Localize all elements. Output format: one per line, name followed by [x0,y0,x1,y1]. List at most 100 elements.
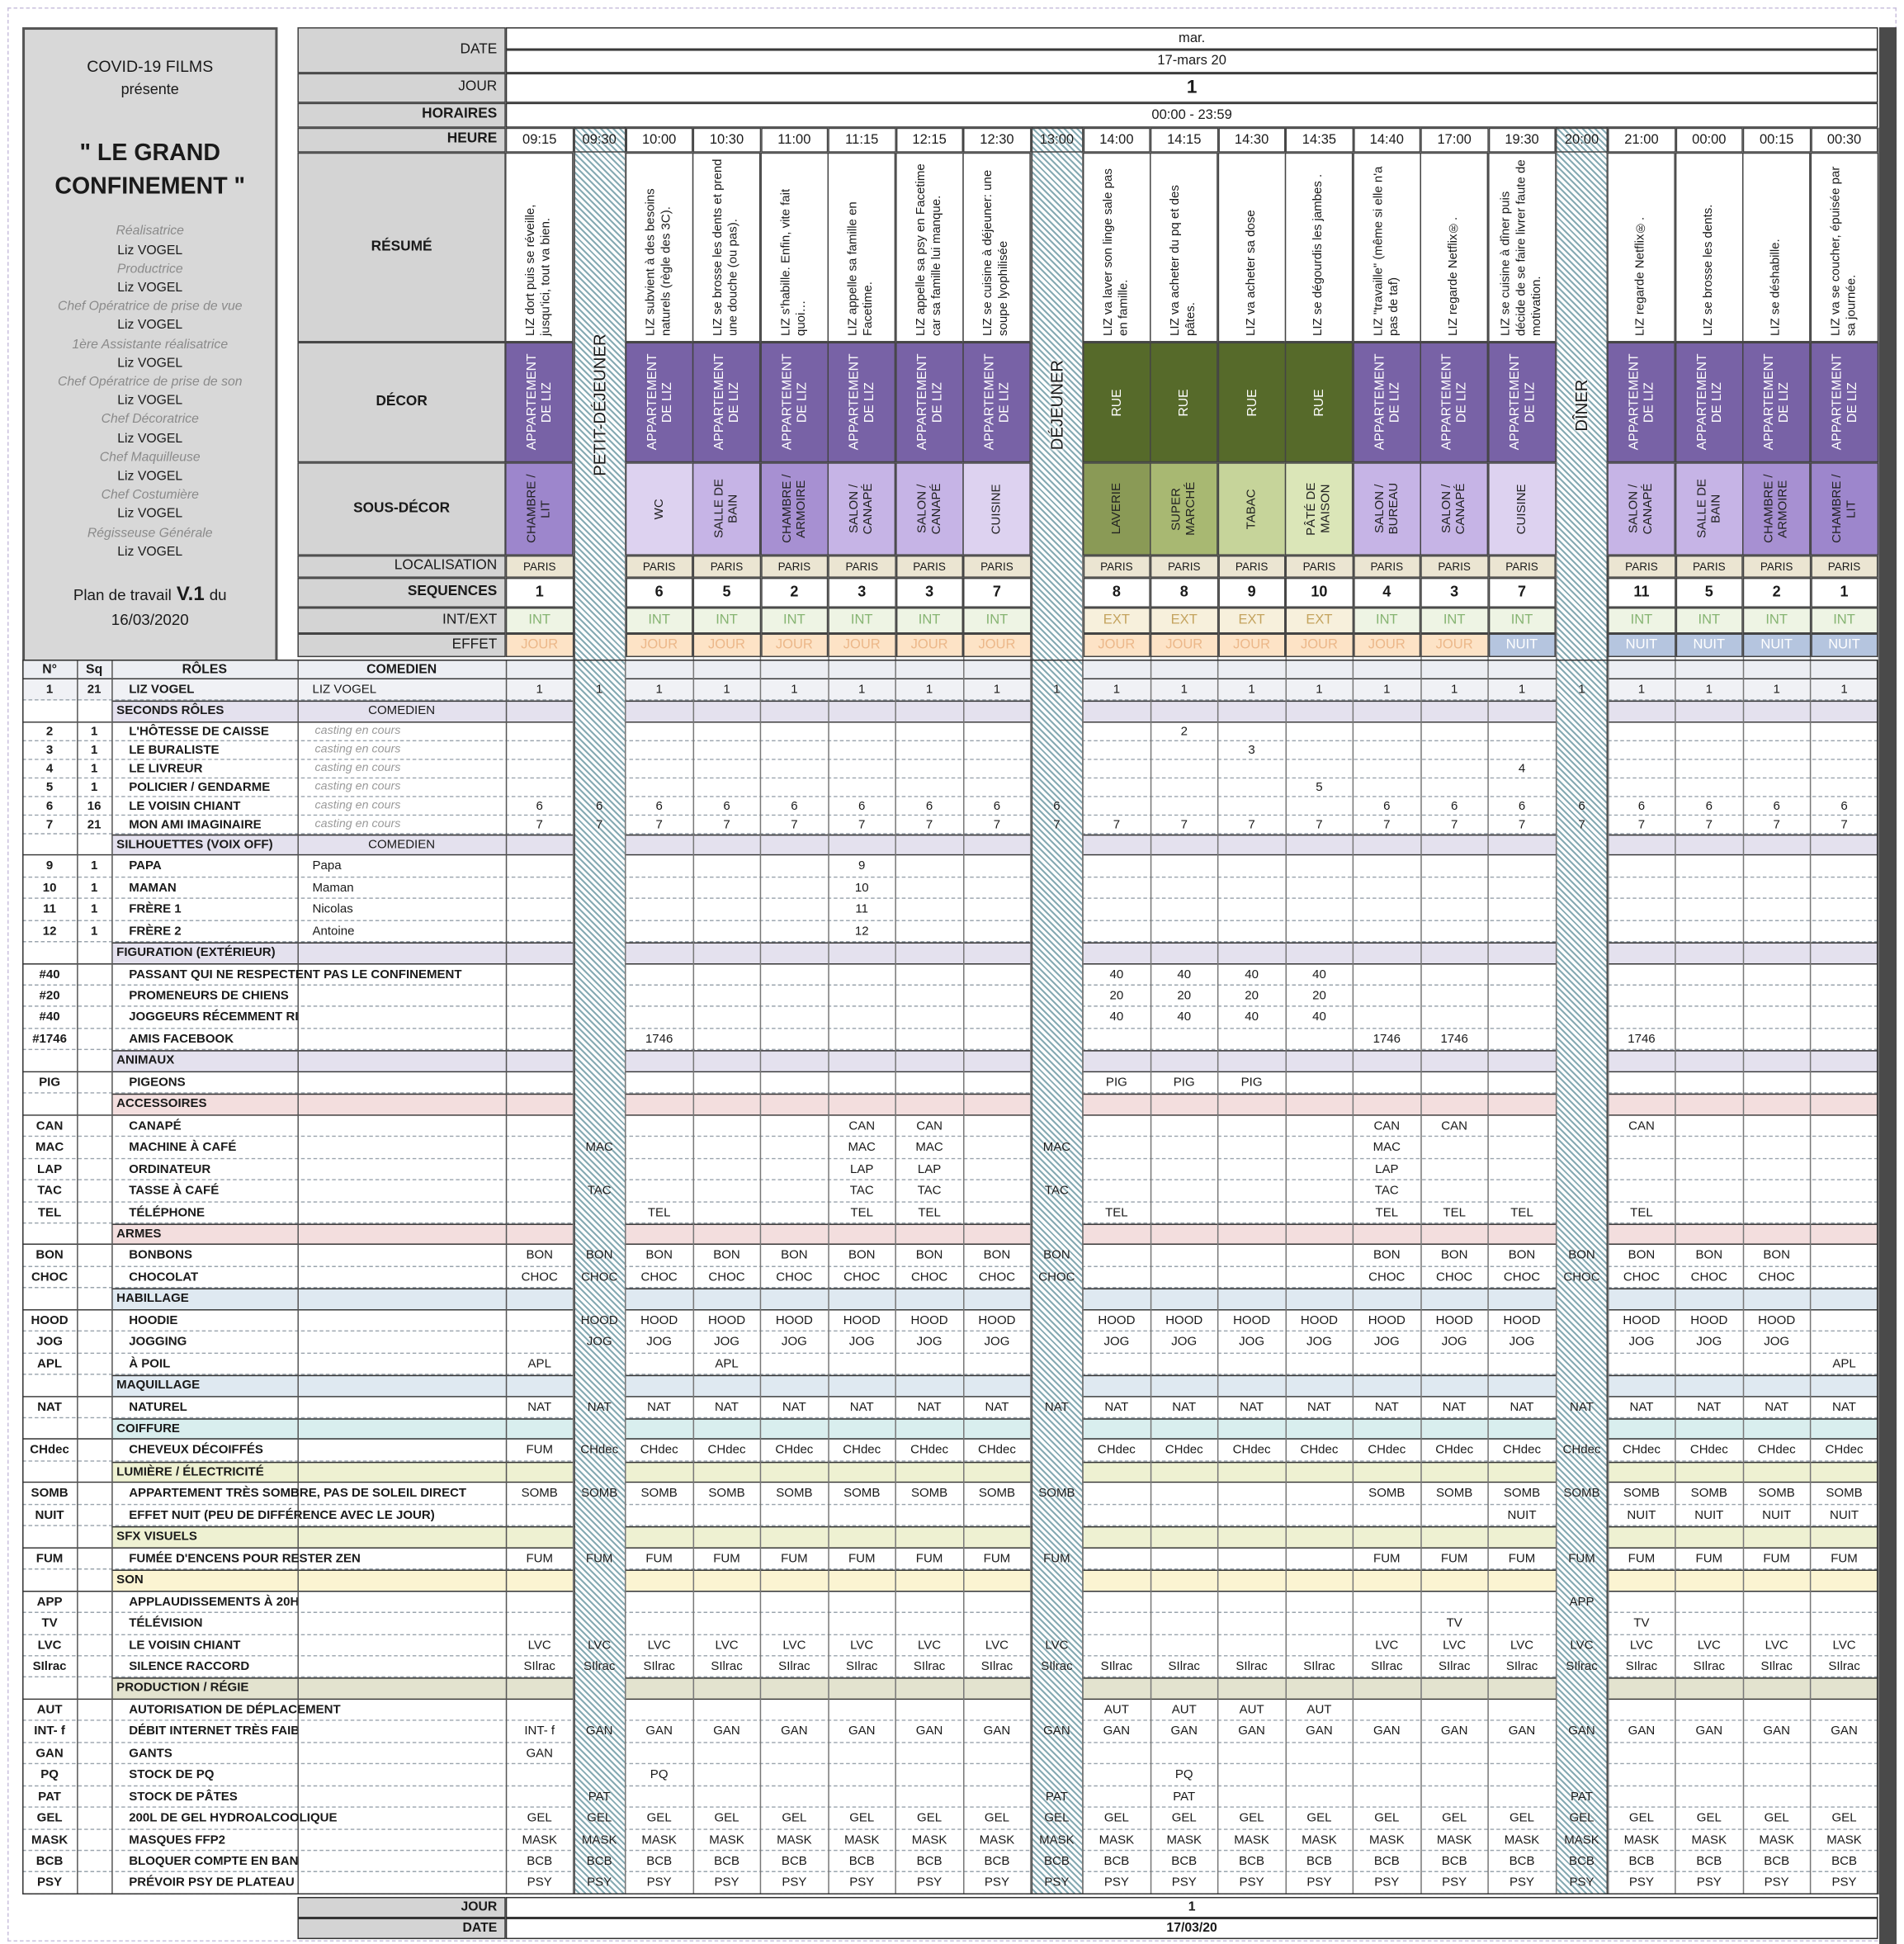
cell: BON [1568,1249,1595,1263]
cell: 6 [1383,799,1391,813]
decor: RUE [1285,342,1354,463]
cell: AUT [1171,1703,1197,1717]
row-id: CHOC [31,1270,69,1284]
cell: 7 [1383,817,1391,832]
row-id: 10 [42,881,57,896]
cell: SOMB [910,1487,948,1501]
effet: JOUR [625,633,693,658]
header-label: LOCALISATION [297,555,506,578]
section-comedian: COMEDIEN [368,838,436,852]
plan-label: Plan de travail [73,586,172,604]
cell: GEL [1239,1811,1264,1826]
section-title: ARMES [116,1227,162,1242]
row-role: STOCK DE PQ [129,1768,215,1782]
cell: TAC [1374,1184,1399,1198]
decor: APPARTEMENT DE LIZ [760,342,829,463]
row-id: GEL [36,1811,63,1826]
cell: PSY [527,1876,552,1890]
row-id: TEL [37,1205,62,1220]
cell: 1 [655,683,663,698]
cell: GEL [1171,1811,1197,1826]
row-id: 7 [45,817,54,832]
cell: SIlrac [1438,1660,1471,1674]
credit-name: Liz VOGEL [117,431,183,447]
sous-decor: SALON / CANAPÉ [1608,462,1675,556]
cell: TEL [918,1205,941,1220]
int-ext: INT [895,607,964,634]
int-ext: INT [625,607,693,634]
row-role: 200L DE GEL HYDROALCOOLIQUE [129,1811,338,1826]
cell: 12 [854,924,869,939]
column-line [692,127,694,1894]
cell: CAN [1628,1119,1655,1133]
cell: JOG [1764,1335,1790,1350]
cell: PAT [588,1790,611,1804]
localisation: PARIS [963,555,1031,578]
cell: BCB [1628,1854,1655,1869]
heure: 20:00 [1555,127,1609,153]
cell: MASK [1166,1833,1202,1847]
row-comedian: casting en cours [314,742,401,757]
cell: HOOD [1623,1313,1661,1328]
resume: LIZ appelle sa famille en Facetime. [828,152,896,343]
section-gap [22,1418,112,1440]
heure: 13:00 [1030,127,1083,153]
cell: BCB [1171,1854,1198,1869]
cell: BCB [1569,1854,1595,1869]
row-role: STOCK DE PÂTES [129,1790,238,1804]
sequence: 6 [625,577,693,608]
sequence: 3 [1420,577,1489,608]
cell: 7 [536,817,543,832]
section-gap [22,834,112,856]
cell: GAN [915,1724,943,1739]
localisation: PARIS [1488,555,1556,578]
decor: APPARTEMENT DE LIZ [692,342,761,463]
heure: 12:15 [895,127,964,153]
cell: MAC [848,1141,876,1155]
column-line [827,127,829,1894]
cell: CHdec [1097,1443,1136,1458]
cell: 1 [1637,683,1646,698]
localisation: PARIS [1742,555,1811,578]
cell: GEL [1628,1811,1654,1826]
resume: LIZ "travaille" (même si elle n'a pas de… [1353,152,1421,343]
effet: JOUR [963,633,1031,658]
cell: JOG [1373,1335,1400,1350]
cell: BCB [1373,1854,1400,1869]
cell: GEL [1306,1811,1332,1826]
cell: BON [1373,1249,1401,1263]
cell: PSY [1831,1876,1857,1890]
localisation: PARIS [760,555,829,578]
resume: LIZ se déshabille. [1742,152,1811,343]
column-line [1352,127,1354,1894]
cell: BCB [646,1854,673,1869]
cell: JOG [586,1335,612,1350]
table-header: RÔLES [182,661,227,678]
cell: BON [983,1249,1011,1263]
cell: SOMB [1563,1487,1600,1501]
row-id: PIG [39,1076,61,1090]
row-role: L'HÔTESSE DE CAISSE [129,725,269,739]
cell: BCB [1239,1854,1265,1869]
resume: LIZ regarde Netflix®. [1608,152,1675,343]
cell: NAT [1765,1400,1789,1415]
cell: 5 [1316,780,1323,795]
cell: 6 [1773,799,1780,813]
cell: MASK [1436,1833,1472,1847]
sous-decor: SALLE DE BAIN [1675,462,1743,556]
localisation: PARIS [1810,555,1878,578]
cell: NUIT [1762,1508,1792,1523]
row-role: MACHINE À CAFÉ [129,1141,237,1155]
cell: JOG [1509,1335,1535,1350]
column-line [505,660,507,1894]
cell: CHdec [1622,1443,1661,1458]
cell: PSY [917,1876,943,1890]
row-role: JOGGING [129,1335,187,1350]
effet: JOUR [1353,633,1421,658]
cell: 1 [1705,683,1713,698]
cell: PSY [1628,1876,1654,1890]
heure: 14:35 [1285,127,1354,153]
cell: MAC [585,1141,613,1155]
cell: 20 [1312,989,1326,1004]
row-role: TÉLÉPHONE [129,1205,206,1220]
